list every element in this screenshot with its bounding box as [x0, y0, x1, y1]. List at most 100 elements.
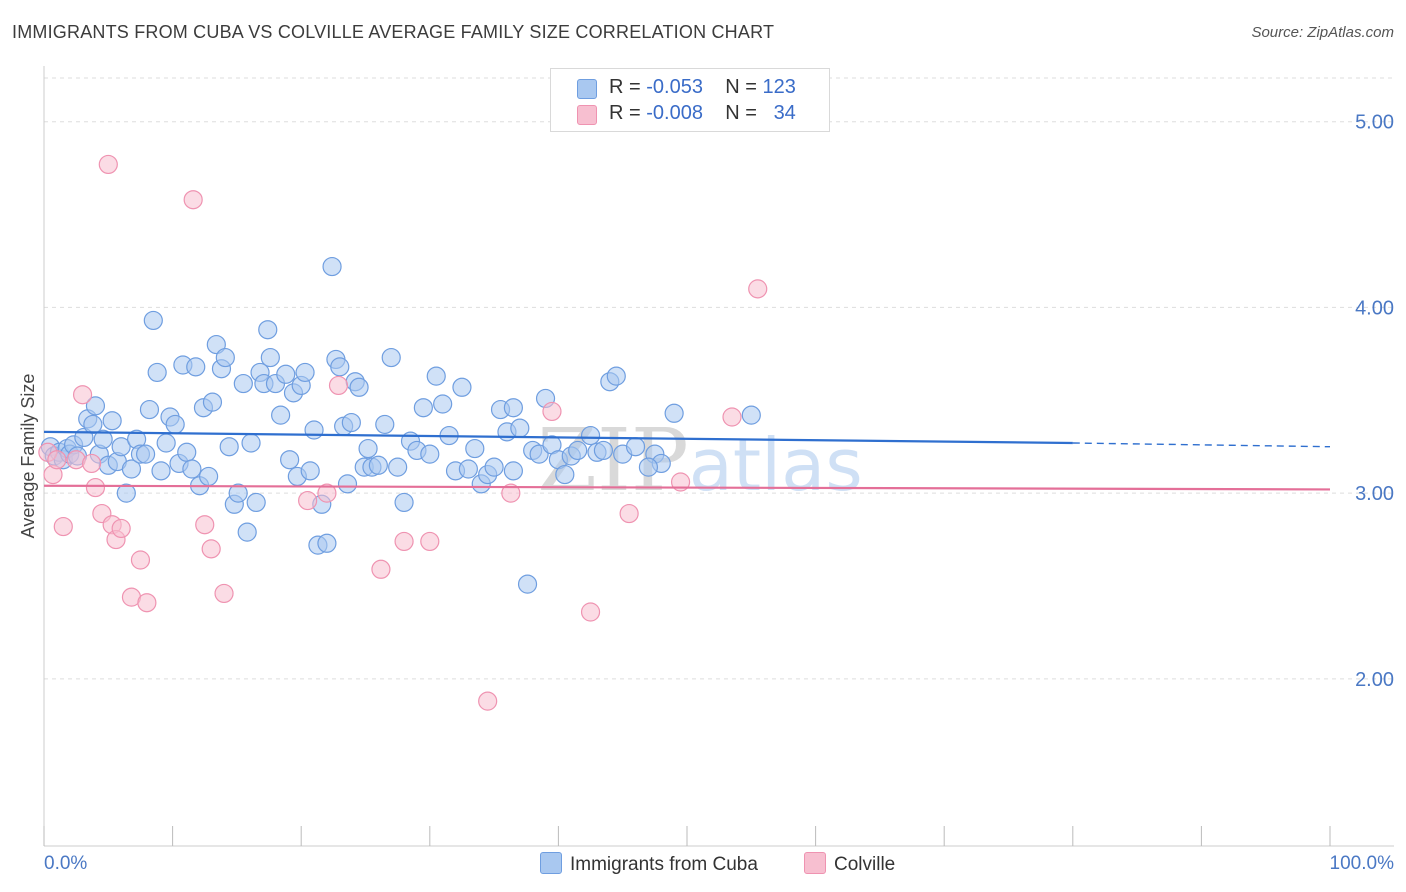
point-cuba — [300, 461, 320, 481]
data-points — [38, 154, 768, 711]
point-colville — [53, 516, 73, 537]
point-colville — [47, 450, 67, 470]
point-cuba — [568, 440, 588, 461]
point-colville — [72, 385, 93, 405]
legend-stat-series1: R = -0.053 N = 123 — [609, 76, 796, 98]
point-cuba — [93, 429, 113, 449]
point-cuba — [295, 362, 315, 383]
point-cuba — [529, 444, 549, 464]
x-tick-label: 100.0% — [1330, 853, 1395, 874]
point-colville — [183, 190, 203, 210]
stats-legend: R = -0.053 N = 123 R = -0.008 N = 34 — [550, 68, 830, 132]
point-colville — [328, 375, 349, 396]
point-cuba — [330, 357, 350, 377]
point-cuba — [199, 466, 219, 487]
point-cuba — [258, 320, 278, 340]
point-cuba — [206, 334, 226, 355]
point-cuba — [503, 398, 523, 418]
legend-item-series2: Colville — [804, 852, 895, 876]
point-cuba — [426, 366, 446, 386]
point-cuba — [147, 362, 167, 383]
point-cuba — [177, 442, 197, 462]
point-cuba — [202, 392, 223, 412]
point-cuba — [433, 394, 453, 414]
y-tick-label: 2.00 — [1355, 669, 1394, 691]
y-tick-label: 5.00 — [1355, 112, 1394, 134]
point-colville — [478, 691, 498, 711]
point-colville — [722, 407, 742, 427]
point-cuba — [135, 444, 156, 464]
point-cuba — [484, 457, 504, 477]
x-tick-label: 0.0% — [44, 853, 87, 874]
point-cuba — [381, 347, 401, 368]
point-colville — [394, 531, 414, 552]
legend-swatch — [540, 852, 562, 874]
point-colville — [371, 559, 391, 579]
point-colville — [195, 515, 215, 535]
point-cuba — [503, 461, 523, 481]
point-cuba — [368, 455, 388, 475]
point-colville — [81, 453, 102, 474]
y-axis-label: Average Family Size — [18, 374, 38, 539]
point-cuba — [358, 438, 378, 459]
point-cuba — [228, 483, 248, 503]
point-cuba — [664, 403, 684, 423]
point-colville — [420, 531, 440, 552]
point-cuba — [593, 440, 614, 461]
point-cuba — [237, 522, 257, 542]
point-cuba — [182, 459, 202, 479]
legend-swatch-series2 — [577, 105, 597, 125]
y-tick-label: 4.00 — [1355, 297, 1394, 319]
point-cuba — [276, 364, 296, 384]
point-cuba — [517, 574, 538, 594]
source-label: Source: ZipAtlas.com — [1251, 24, 1394, 41]
tick-labels: 2.00 3.00 4.00 5.00 0.0% 100.0% — [44, 112, 1394, 874]
point-cuba — [156, 433, 176, 453]
point-cuba — [121, 459, 142, 479]
point-colville — [542, 401, 562, 422]
point-cuba — [420, 444, 440, 464]
point-cuba — [165, 414, 185, 435]
axes — [43, 66, 1394, 847]
y-tick-label: 3.00 — [1355, 483, 1394, 505]
point-cuba — [111, 437, 131, 457]
chart-title: IMMIGRANTS FROM CUBA VS COLVILLE AVERAGE… — [12, 22, 775, 42]
trend-line-colville — [43, 484, 1331, 491]
point-colville — [748, 279, 768, 299]
point-colville — [317, 483, 337, 503]
point-cuba — [349, 377, 369, 397]
trend-lines — [43, 430, 1331, 491]
point-cuba — [580, 425, 601, 446]
point-cuba — [260, 347, 280, 368]
trend-line-cuba-extension — [1072, 442, 1331, 448]
point-colville — [619, 503, 639, 524]
point-cuba — [215, 347, 235, 368]
point-colville — [501, 483, 521, 503]
legend-stat-series2: R = -0.008 N = 34 — [609, 102, 796, 124]
point-cuba — [465, 438, 485, 459]
point-colville — [214, 583, 234, 604]
point-cuba — [388, 457, 408, 477]
legend-swatch-series1 — [577, 79, 597, 99]
point-cuba — [375, 414, 395, 435]
point-cuba — [233, 373, 253, 394]
trend-line-cuba — [43, 430, 1073, 445]
point-colville — [130, 550, 151, 570]
point-cuba — [458, 459, 478, 479]
point-colville — [201, 539, 221, 559]
point-cuba — [102, 411, 122, 431]
point-cuba — [394, 492, 414, 513]
point-cuba — [452, 377, 472, 397]
point-cuba — [151, 461, 171, 481]
point-cuba — [271, 405, 291, 425]
point-cuba — [241, 433, 261, 453]
point-colville — [98, 154, 118, 175]
point-cuba — [85, 396, 106, 416]
point-cuba — [741, 405, 761, 425]
point-cuba — [606, 366, 626, 386]
point-colville — [85, 477, 106, 498]
point-cuba — [322, 256, 342, 277]
point-cuba — [555, 464, 575, 485]
point-colville — [298, 490, 318, 511]
